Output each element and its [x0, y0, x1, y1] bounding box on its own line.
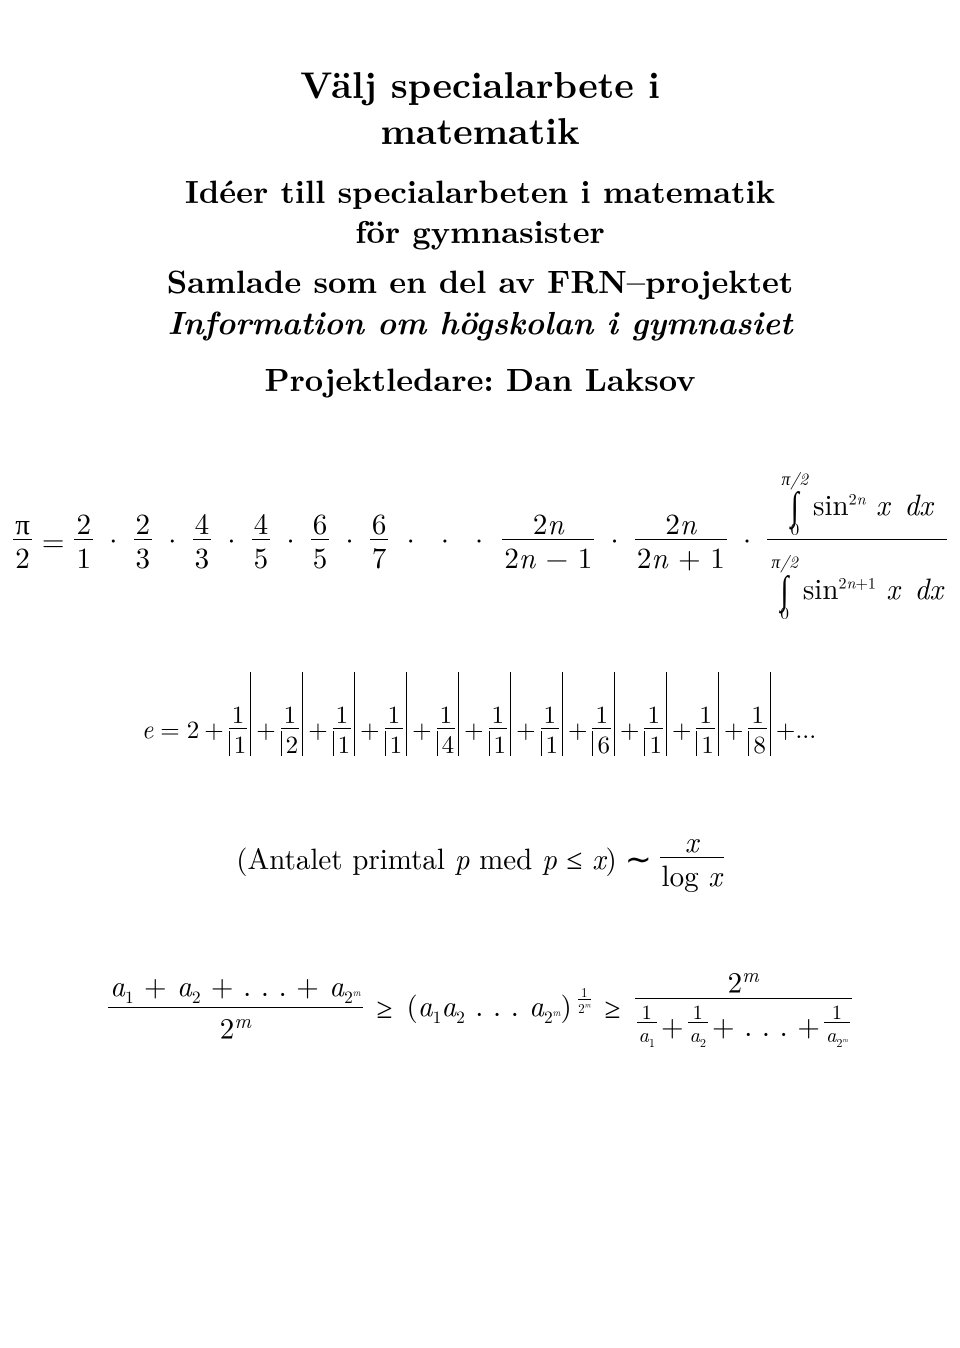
cf-term: 11 [541, 701, 564, 756]
subtitle-line-2: för gymnasister [70, 211, 890, 251]
e-continued-fraction: e = 2 + 11+12+11+11+14+11+11+16+11+11+18… [70, 701, 890, 756]
integral-ratio: π/2 ∫ 0 sin2n x dx π/2 [767, 459, 946, 622]
cf-term: 11 [489, 701, 512, 756]
trailing-ellipsis: +... [774, 711, 818, 746]
subtitle-line-4: Information om högskolan i gymnasiet [70, 301, 890, 341]
title-line-2: matematik [70, 106, 890, 152]
tilde-sign: ∼ [625, 835, 652, 880]
subtitle-line-1: Idéer till specialarbeten i matematik [70, 171, 890, 211]
integral-icon: ∫ [781, 568, 789, 607]
cf-term: 11 [385, 701, 408, 756]
project-leader: Projektledare: Dan Laksov [70, 359, 890, 399]
prime-counting-formula: (Antalet primtal p med p ≤ x) ∼ x log x [70, 826, 890, 889]
wallis-product-formula: π 2 = 21 · 23 · 43 · 45 · 65 · 67 · · · … [70, 459, 890, 622]
geq-sign: ≥ [373, 986, 397, 1027]
cf-term: 11 [696, 701, 719, 756]
subtitle-line-3: Samlade som en del av FRN–projektet [70, 261, 890, 301]
am-gm-hm-inequality: a1 + a2 + . . . + a2m 2m ≥ (a1a2 . . . a… [70, 964, 890, 1048]
equals-sign: = [38, 519, 69, 560]
cf-term: 18 [748, 701, 771, 756]
cf-term: 11 [229, 701, 252, 756]
cf-term: 12 [281, 701, 304, 756]
cf-term: 11 [644, 701, 667, 756]
title-line-1: Välj specialarbete i [70, 60, 890, 106]
ellipsis: · · · [394, 519, 496, 560]
cf-term: 16 [592, 701, 615, 756]
cf-term: 14 [437, 701, 460, 756]
pi-over-2: π 2 [13, 508, 32, 571]
cf-term: 11 [333, 701, 356, 756]
e-symbol: e [142, 711, 154, 746]
integral-icon: ∫ [791, 484, 799, 523]
